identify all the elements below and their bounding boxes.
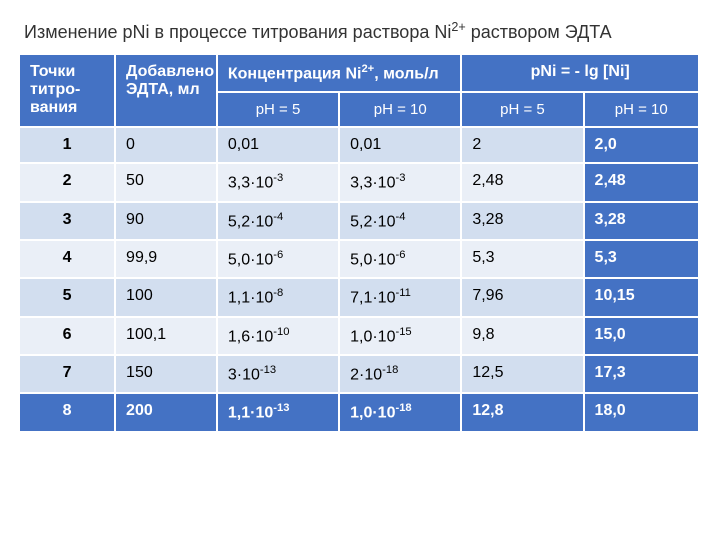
title-sup: 2+ [451, 20, 465, 34]
table-cell: 17,3 [584, 355, 699, 393]
table-cell: 5,3 [584, 240, 699, 278]
table-cell: 3·10-13 [217, 355, 339, 393]
title-text-2: раствором ЭДТА [466, 22, 612, 42]
table-row: 6100,11,6·10-101,0·10-159,815,0 [20, 317, 699, 355]
table-cell: 9,8 [461, 317, 583, 355]
col-head-pni: pNi = - lg [Ni] [461, 55, 699, 92]
table-cell: 2,0 [584, 127, 699, 163]
table-row: 51001,1·10-87,1·10-117,9610,15 [20, 278, 699, 316]
col-head-ph10-pni: pH = 10 [584, 92, 699, 127]
col-head-ph5-pni: pH = 5 [461, 92, 583, 127]
table-cell: 2 [461, 127, 583, 163]
table-cell: 200 [115, 393, 217, 431]
col-head-ph5-conc: pH = 5 [217, 92, 339, 127]
table-cell: 1 [20, 127, 115, 163]
table-cell: 100 [115, 278, 217, 316]
page-title: Изменение pNi в процессе титрования раст… [24, 20, 700, 43]
table-cell: 3,28 [461, 202, 583, 240]
table-cell: 10,15 [584, 278, 699, 316]
table-cell: 3,3·10-3 [217, 163, 339, 201]
table-cell: 5,0·10-6 [217, 240, 339, 278]
table-row: 2503,3·10-33,3·10-32,482,48 [20, 163, 699, 201]
table-cell: 12,5 [461, 355, 583, 393]
table-row: 3905,2·10-45,2·10-43,283,28 [20, 202, 699, 240]
table-cell: 2 [20, 163, 115, 201]
table-row: 71503·10-132·10-1812,517,3 [20, 355, 699, 393]
table-cell: 3,3·10-3 [339, 163, 461, 201]
table-cell: 3,28 [584, 202, 699, 240]
table-cell: 1,0·10-15 [339, 317, 461, 355]
table-cell: 5 [20, 278, 115, 316]
table-cell: 90 [115, 202, 217, 240]
table-cell: 5,0·10-6 [339, 240, 461, 278]
col-head-points: Точки титро-вания [20, 55, 115, 127]
col-head-ph10-conc: pH = 10 [339, 92, 461, 127]
title-text-1: Изменение pNi в процессе титрования раст… [24, 22, 451, 42]
table-cell: 7,96 [461, 278, 583, 316]
table-cell: 6 [20, 317, 115, 355]
table-cell: 2,48 [461, 163, 583, 201]
table-cell: 7,1·10-11 [339, 278, 461, 316]
table-cell: 7 [20, 355, 115, 393]
table-cell: 2,48 [584, 163, 699, 201]
table-cell: 4 [20, 240, 115, 278]
table-cell: 100,1 [115, 317, 217, 355]
table-cell: 0,01 [217, 127, 339, 163]
col-head-conc: Концентрация Ni2+, моль/л [217, 55, 461, 92]
table-body: 100,010,0122,02503,3·10-33,3·10-32,482,4… [20, 127, 699, 431]
col-head-added: Добавлено ЭДТА, мл [115, 55, 217, 127]
table-cell: 1,0·10-18 [339, 393, 461, 431]
table-cell: 3 [20, 202, 115, 240]
table-cell: 0,01 [339, 127, 461, 163]
table-cell: 1,1·10-13 [217, 393, 339, 431]
table-cell: 5,3 [461, 240, 583, 278]
table-cell: 18,0 [584, 393, 699, 431]
table-cell: 0 [115, 127, 217, 163]
table-row: 100,010,0122,0 [20, 127, 699, 163]
table-cell: 1,6·10-10 [217, 317, 339, 355]
table-cell: 99,9 [115, 240, 217, 278]
header-row-1: Точки титро-вания Добавлено ЭДТА, мл Кон… [20, 55, 699, 92]
table-cell: 5,2·10-4 [217, 202, 339, 240]
table-row: 499,95,0·10-65,0·10-65,35,3 [20, 240, 699, 278]
table-row: 82001,1·10-131,0·10-1812,818,0 [20, 393, 699, 431]
table-cell: 1,1·10-8 [217, 278, 339, 316]
table-cell: 8 [20, 393, 115, 431]
table-cell: 12,8 [461, 393, 583, 431]
table-cell: 150 [115, 355, 217, 393]
table-cell: 15,0 [584, 317, 699, 355]
table-cell: 2·10-18 [339, 355, 461, 393]
titration-table: Точки титро-вания Добавлено ЭДТА, мл Кон… [20, 55, 700, 433]
table-cell: 50 [115, 163, 217, 201]
table-cell: 5,2·10-4 [339, 202, 461, 240]
